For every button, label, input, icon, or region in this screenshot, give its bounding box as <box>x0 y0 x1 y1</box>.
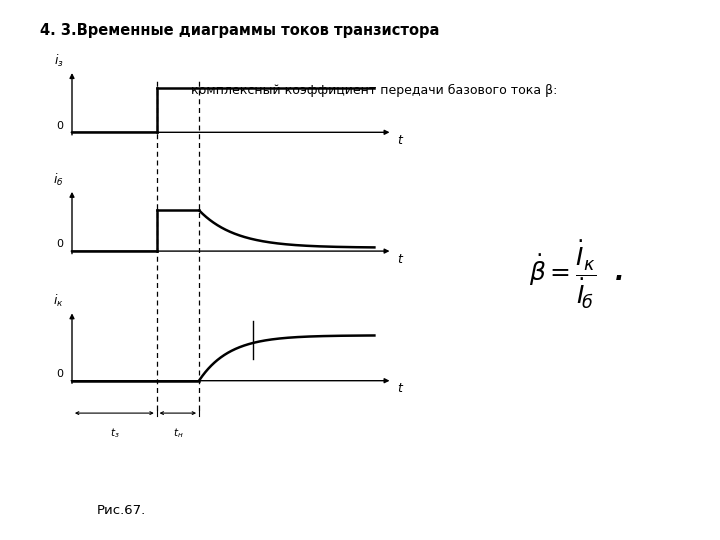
Text: Рис.67.: Рис.67. <box>97 504 146 517</box>
Text: $i_б$: $i_б$ <box>53 172 63 188</box>
Text: $i_к$: $i_к$ <box>53 293 63 309</box>
Text: $i_з$: $i_з$ <box>53 53 63 69</box>
Text: 4. 3.Временные диаграммы токов транзистора: 4. 3.Временные диаграммы токов транзисто… <box>40 23 439 38</box>
Text: $\dot{\beta} = \dfrac{\dot{I}_{\kappa}}{\dot{I}_{\!б}}$  .: $\dot{\beta} = \dfrac{\dot{I}_{\kappa}}{… <box>529 239 624 312</box>
Text: $t$: $t$ <box>397 134 405 147</box>
Text: $t$: $t$ <box>397 382 405 395</box>
Text: 0: 0 <box>56 120 63 131</box>
Text: 0: 0 <box>56 369 63 379</box>
Text: 0: 0 <box>56 239 63 249</box>
Text: $t_з$: $t_з$ <box>109 427 119 441</box>
Text: комплексный коэффициент передачи базового тока β:: комплексный коэффициент передачи базовог… <box>191 84 557 97</box>
Text: $t$: $t$ <box>397 253 405 266</box>
Text: $t_н$: $t_н$ <box>173 427 183 441</box>
